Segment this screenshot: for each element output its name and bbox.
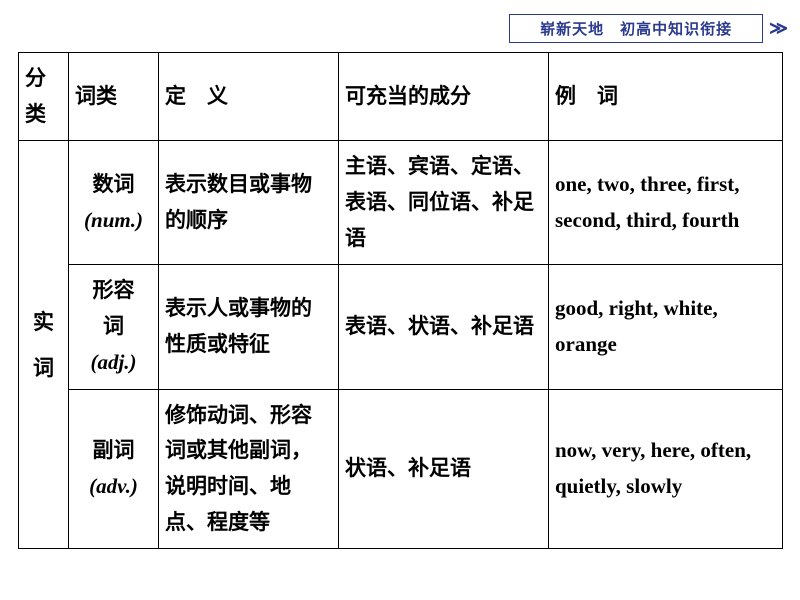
table-header-row: 分类 词类 定 义 可充当的成分 例 词: [19, 53, 783, 141]
definition-cell: 表示数目或事物的顺序: [159, 141, 339, 265]
part-abbr: (adj.): [90, 350, 136, 374]
roles-cell: 状语、补足语: [339, 389, 549, 549]
table-row: 实词 数词 (num.) 表示数目或事物的顺序 主语、宾语、定语、表语、同位语、…: [19, 141, 783, 265]
part-name: 副词: [93, 438, 135, 462]
part-cell: 副词 (adv.): [69, 389, 159, 549]
part-abbr: (num.): [84, 208, 143, 232]
col-roles: 可充当的成分: [339, 53, 549, 141]
col-category: 分类: [19, 53, 69, 141]
part-abbr: (adv.): [89, 474, 138, 498]
table-row: 形容词 (adj.) 表示人或事物的性质或特征 表语、状语、补足语 good, …: [19, 265, 783, 389]
col-examples: 例 词: [549, 53, 783, 141]
part-cell: 形容词 (adj.): [69, 265, 159, 389]
banner-label: 崭新天地 初高中知识衔接: [509, 14, 763, 43]
roles-cell: 表语、状语、补足语: [339, 265, 549, 389]
col-definition: 定 义: [159, 53, 339, 141]
part-name: 数词: [93, 172, 135, 196]
examples-cell: one, two, three, first, second, third, f…: [549, 141, 783, 265]
header-banner: 崭新天地 初高中知识衔接 ≫: [509, 14, 788, 43]
chevron-right-icon: ≫: [769, 18, 788, 39]
definition-cell: 修饰动词、形容词或其他副词， 说明时间、地点、程度等: [159, 389, 339, 549]
category-cell: 实词: [19, 141, 69, 549]
col-part: 词类: [69, 53, 159, 141]
examples-cell: good, right, white, orange: [549, 265, 783, 389]
examples-cell: now, very, here, often, quietly, slowly: [549, 389, 783, 549]
table-row: 副词 (adv.) 修饰动词、形容词或其他副词， 说明时间、地点、程度等 状语、…: [19, 389, 783, 549]
definition-cell: 表示人或事物的性质或特征: [159, 265, 339, 389]
roles-cell: 主语、宾语、定语、表语、同位语、补足语: [339, 141, 549, 265]
part-cell: 数词 (num.): [69, 141, 159, 265]
grammar-table: 分类 词类 定 义 可充当的成分 例 词 实词 数词 (num.) 表示数目或事…: [18, 52, 783, 549]
